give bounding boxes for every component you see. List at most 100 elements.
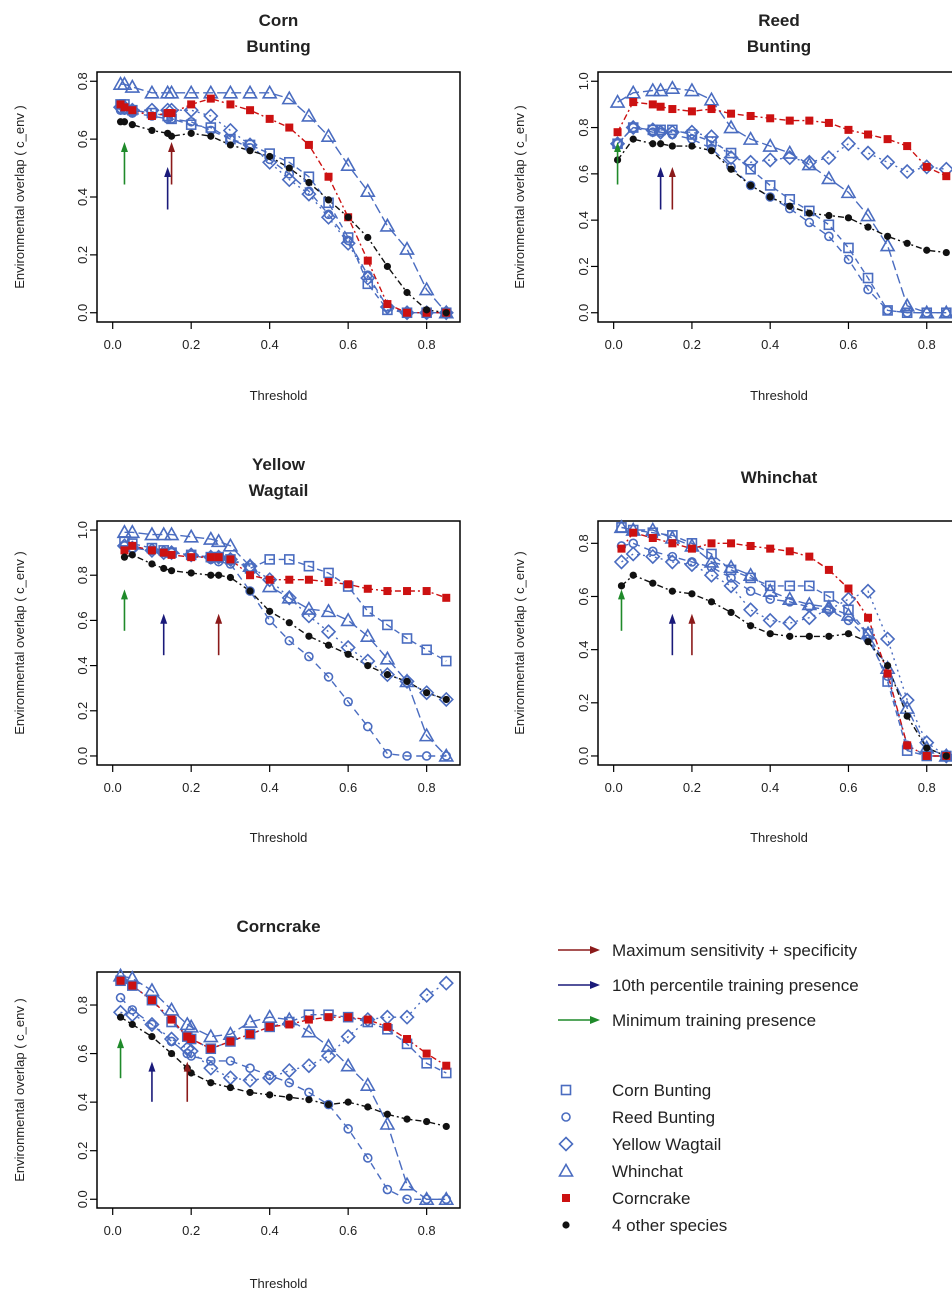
data-point-reed_bunting: [726, 573, 736, 583]
data-point-whinchat: [379, 650, 396, 665]
data-point-other: [727, 608, 735, 617]
data-point-yellow_wagtail: [320, 1048, 337, 1064]
data-point-other: [148, 126, 156, 135]
data-point-other: [324, 196, 333, 204]
data-point-other: [423, 306, 431, 314]
data-point-other: [707, 598, 716, 606]
data-point-other: [266, 607, 274, 615]
data-point-reed_bunting: [225, 1056, 236, 1066]
panel-4: Whinchat 0.0 0.2 0.4 0.6 0.8 0.0 0.2 0.4 0.6 0.8 Th…: [512, 468, 952, 845]
data-point-other: [305, 1096, 313, 1104]
data-point-corn_bunting: [225, 1036, 236, 1047]
data-point-other: [324, 641, 333, 649]
data-point-other: [207, 571, 215, 579]
data-point-corn_bunting: [421, 1057, 432, 1069]
data-point-yellow_wagtail: [399, 673, 415, 690]
data-point-whinchat: [163, 84, 180, 99]
data-point-whinchat: [625, 84, 642, 99]
y-tick-label: 0.0: [576, 304, 591, 322]
data-point-whinchat: [613, 519, 630, 534]
data-point-corncrake: [422, 1049, 431, 1058]
data-point-corn_bunting: [421, 644, 432, 656]
data-point-corncrake: [285, 123, 294, 132]
data-point-other: [128, 121, 136, 129]
data-point-other: [864, 223, 872, 231]
data-point-corncrake: [805, 552, 814, 561]
data-point-other: [344, 650, 352, 658]
y-tick-label: 0.2: [576, 694, 591, 712]
data-point-corncrake: [147, 996, 156, 1005]
data-point-corncrake: [617, 544, 626, 553]
x-tick-label: 0.2: [683, 780, 701, 795]
data-point-other: [128, 1020, 136, 1029]
data-point-other: [246, 147, 254, 155]
data-point-yellow_wagtail: [645, 548, 661, 565]
data-point-corncrake: [656, 102, 665, 111]
y-tick-label: 0.6: [75, 611, 90, 629]
data-point-corncrake: [206, 553, 215, 562]
data-point-corncrake: [766, 114, 775, 123]
y-axis-label: Environmental overlap ( c_env ): [512, 551, 527, 735]
data-point-other: [903, 712, 911, 720]
data-point-corncrake: [668, 105, 677, 114]
data-point-other: [226, 573, 235, 582]
arrow-10th-percentile: [657, 167, 665, 210]
data-point-reed_bunting: [745, 180, 756, 191]
data-point-other: [825, 632, 833, 640]
data-point-reed_bunting: [745, 586, 756, 596]
data-point-yellow_wagtail: [183, 547, 199, 563]
data-point-corncrake: [159, 548, 168, 557]
legend-arrow-p10: [558, 981, 600, 989]
data-point-corncrake: [265, 1022, 274, 1031]
data-point-yellow_wagtail: [664, 554, 680, 570]
y-tick-label: 0.6: [576, 165, 591, 183]
data-point-yellow_wagtail: [281, 1062, 297, 1079]
plot-frame: [96, 520, 461, 766]
data-point-yellow_wagtail: [625, 119, 641, 136]
data-point-yellow_wagtail: [399, 1009, 415, 1025]
data-point-reed_bunting: [284, 635, 295, 646]
data-point-reed_bunting: [284, 1077, 295, 1088]
legend-arrow-head: [590, 946, 600, 954]
series-line-other: [120, 121, 447, 314]
panel-3: Yellow Wagtail 0.0 0.2 0.4 0.6 0.8 0.0 0.2 0.4 0.6…: [12, 455, 461, 845]
data-point-whinchat: [742, 567, 759, 582]
legend-label: Maximum sensitivity + specificity: [612, 941, 858, 960]
data-point-yellow_wagtail: [919, 159, 935, 175]
data-point-whinchat: [703, 91, 720, 106]
data-point-yellow_wagtail: [183, 102, 199, 118]
data-point-other: [305, 632, 313, 640]
data-point-other: [786, 202, 794, 210]
data-point-yellow_wagtail: [821, 150, 837, 166]
data-point-corncrake: [824, 565, 833, 574]
data-point-reed_bunting: [127, 1005, 138, 1015]
data-point-other: [403, 677, 411, 686]
data-point-other: [884, 232, 892, 240]
data-point-other: [884, 661, 892, 670]
plot-frame: [597, 520, 952, 766]
data-point-corn_bunting: [725, 147, 737, 159]
data-point-yellow_wagtail: [703, 567, 720, 583]
y-axis-label: Environmental overlap ( c_env ): [12, 998, 27, 1182]
data-point-yellow_wagtail: [399, 305, 415, 321]
data-point-corncrake: [942, 172, 951, 181]
arrow-min-training-head: [117, 1038, 125, 1049]
data-point-whinchat: [222, 84, 239, 99]
data-point-yellow_wagtail: [379, 299, 396, 315]
data-point-yellow_wagtail: [782, 615, 798, 631]
data-point-corncrake: [363, 584, 372, 593]
data-point-corn_bunting: [862, 272, 874, 284]
legend-marker-yellow_wagtail: [558, 1136, 574, 1152]
data-point-corncrake: [187, 100, 196, 109]
data-point-corn_bunting: [205, 1043, 217, 1055]
data-point-corncrake: [648, 100, 657, 109]
data-point-other: [403, 1115, 411, 1123]
data-point-whinchat: [801, 156, 818, 171]
data-point-reed_bunting: [362, 1153, 373, 1163]
data-point-reed_bunting: [824, 604, 834, 615]
y-tick-label: 0.0: [576, 747, 591, 765]
x-tick-label: 0.8: [418, 780, 436, 795]
data-point-reed_bunting: [402, 1194, 412, 1205]
data-point-whinchat: [664, 80, 681, 95]
